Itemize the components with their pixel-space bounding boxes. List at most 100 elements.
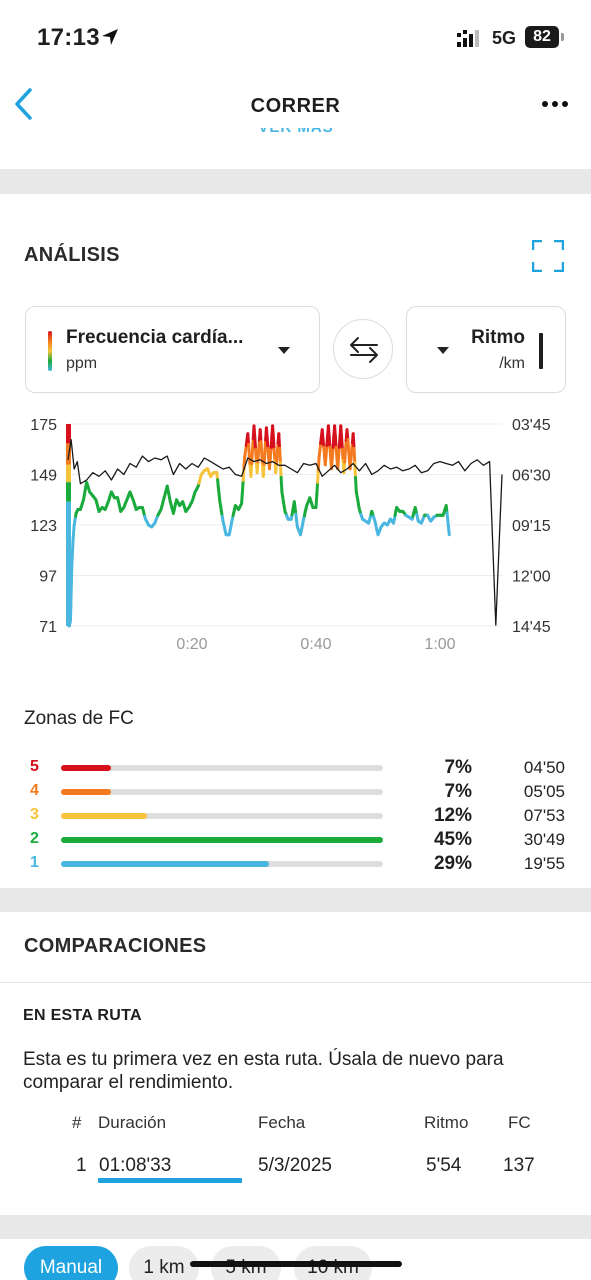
- zone-scale-segment: [66, 501, 71, 626]
- battery-tip: [561, 33, 564, 41]
- zone-percent: 7%: [444, 781, 472, 802]
- home-indicator: [190, 1261, 402, 1267]
- section-separator: [0, 169, 591, 194]
- hr-line-segment: [447, 525, 451, 537]
- zone-row-2: 2 45% 30'49: [0, 829, 591, 850]
- hr-line-segment: [250, 449, 254, 466]
- hr-line-segment: [264, 426, 269, 440]
- lap-tab-manual[interactable]: Manual: [24, 1246, 118, 1280]
- left-axis-tick: 149: [30, 468, 57, 485]
- row-pace: 5'54: [426, 1155, 462, 1176]
- hr-line-segment: [337, 445, 341, 460]
- hr-line-segment: [257, 439, 261, 453]
- left-metric-selector[interactable]: Frecuencia cardía... ppm: [25, 306, 320, 393]
- hr-line-segment: [327, 435, 332, 449]
- zone-progress-fill: [61, 813, 147, 819]
- hr-line-segment: [279, 475, 284, 494]
- hr-line-segment: [324, 443, 329, 457]
- status-time: 17:13: [37, 24, 100, 51]
- col-header-hr: FC: [508, 1113, 531, 1132]
- hr-line-segment: [315, 480, 320, 497]
- see-more-link[interactable]: VER MÁS: [250, 128, 342, 140]
- hr-line-segment: [272, 447, 277, 463]
- battery-icon: 82: [525, 26, 559, 48]
- right-axis-tick: 06'30: [512, 468, 551, 485]
- route-message: Esta es tu primera vez en esta ruta. Úsa…: [23, 1049, 504, 1093]
- zone-row-5: 5 7% 04'50: [0, 757, 591, 778]
- swap-arrows-icon: [350, 337, 378, 363]
- zone-number: 4: [30, 782, 39, 799]
- analysis-title: ANÁLISIS: [24, 244, 120, 266]
- hr-line-segment: [333, 435, 338, 449]
- hr-line-segment: [263, 438, 268, 454]
- zone-time: 04'50: [523, 758, 565, 777]
- swap-metrics-button[interactable]: [333, 319, 393, 379]
- section-separator: [0, 1215, 591, 1239]
- zone-number: 1: [30, 854, 39, 871]
- hr-line-segment: [331, 435, 336, 449]
- right-axis-tick: 03'45: [512, 417, 551, 434]
- hr-line-segment: [278, 446, 282, 465]
- zone-time: 05'05: [523, 782, 565, 801]
- hr-line-segment: [340, 447, 345, 463]
- zone-scale-segment: [66, 424, 71, 444]
- duration-highlight: [98, 1178, 242, 1183]
- zone-progress-fill: [61, 837, 383, 843]
- hr-line-segment: [268, 456, 272, 471]
- route-title: EN ESTA RUTA: [23, 1007, 142, 1024]
- analysis-chart[interactable]: 175 149 123 97 71 03'45 06'30 09'15 12'00 14'45 0:…: [0, 405, 591, 665]
- left-metric-label: Frecuencia cardía...: [66, 327, 244, 348]
- hr-line-segment: [343, 439, 348, 453]
- more-options-icon[interactable]: [540, 94, 570, 114]
- zone-scale-segment: [66, 464, 71, 483]
- hr-line-segment: [347, 447, 351, 461]
- hr-line-segment: [339, 424, 344, 440]
- zone-percent: 7%: [444, 757, 472, 778]
- right-metric-selector[interactable]: Ritmo /km: [406, 306, 566, 393]
- zone-progress-track: [61, 765, 383, 771]
- hr-line-segment: [265, 436, 270, 450]
- hr-line-segment: [250, 437, 255, 453]
- zone-progress-fill: [61, 789, 112, 795]
- hr-line-segment: [275, 451, 279, 465]
- hr-line-segment: [259, 440, 264, 455]
- zones-title: Zonas de FC: [24, 708, 134, 729]
- left-metric-unit: ppm: [66, 355, 98, 372]
- hr-line-segment: [330, 445, 335, 460]
- zone-progress-fill: [61, 861, 269, 867]
- hr-line-segment: [336, 456, 340, 471]
- section-separator: [0, 888, 591, 912]
- hr-line-segment: [314, 493, 319, 509]
- hr-line-segment: [343, 449, 347, 464]
- cell-signal-icon: [457, 30, 479, 47]
- right-metric-label: Ritmo: [471, 327, 525, 348]
- row-date: 5/3/2025: [258, 1155, 332, 1176]
- hr-line-segment: [275, 441, 280, 455]
- hr-line-segment: [269, 435, 274, 449]
- hr-line-segment: [330, 456, 334, 471]
- hr-line-segment: [271, 424, 275, 440]
- hr-line-segment: [352, 446, 357, 465]
- fullscreen-icon[interactable]: [532, 240, 564, 272]
- zone-percent: 45%: [433, 829, 472, 850]
- left-axis-tick: 175: [30, 417, 57, 434]
- network-type: 5G: [492, 28, 517, 48]
- zone-progress-track: [61, 813, 383, 819]
- hr-line-segment: [268, 445, 273, 460]
- back-chevron-icon[interactable]: [10, 84, 40, 124]
- hr-line-segment: [249, 462, 254, 478]
- hr-line-segment: [254, 447, 258, 463]
- zone-percent: 12%: [433, 805, 472, 826]
- chevron-down-icon: [278, 347, 290, 354]
- hr-line-segment: [354, 475, 358, 494]
- left-axis-tick: 97: [39, 569, 57, 586]
- hr-line-segment: [277, 432, 282, 450]
- right-axis-tick: 09'15: [512, 518, 551, 535]
- zone-progress-track: [61, 789, 383, 795]
- lap-tab-1km[interactable]: 1 km: [129, 1246, 199, 1280]
- page-title: CORRER: [250, 95, 341, 117]
- row-hr: 137: [503, 1155, 535, 1176]
- zone-progress-track: [61, 837, 383, 843]
- zone-progress-fill: [61, 765, 112, 771]
- col-header-duration: Duración: [98, 1113, 167, 1132]
